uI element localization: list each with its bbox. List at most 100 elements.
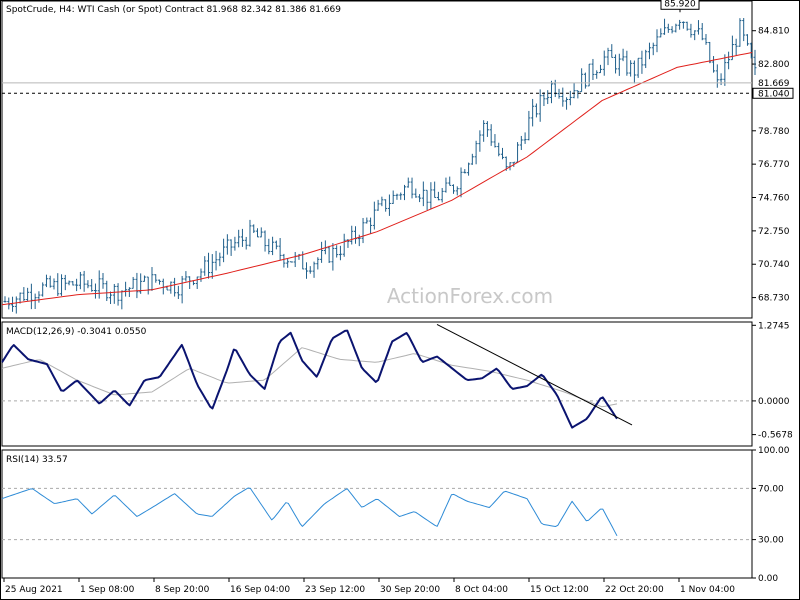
price-bar: [516, 142, 520, 163]
price-bar: [184, 271, 188, 282]
price-bar: [670, 26, 674, 34]
price-bar: [203, 256, 207, 276]
price-bar: [674, 23, 678, 33]
price-bar: [738, 18, 742, 47]
x-axis-tick: 25 Aug 2021: [5, 585, 63, 595]
rsi-header: RSI(14) 33.57: [6, 455, 68, 465]
price-bar: [651, 42, 655, 56]
price-bar: [195, 276, 199, 289]
price-header: SpotCrude, H4: WTI Cash (or Spot) Contra…: [6, 5, 341, 15]
price-bar: [614, 54, 618, 74]
price-bar: [78, 271, 82, 290]
price-bar: [376, 199, 380, 211]
price-bar: [395, 193, 399, 200]
price-bar: [632, 60, 636, 84]
price-bar: [48, 275, 52, 288]
price-bar: [154, 274, 158, 283]
panel-frame-3: [1, 449, 753, 579]
price-bar: [222, 238, 226, 263]
price-bar: [712, 56, 716, 73]
price-bar: [414, 188, 418, 198]
price-bar: [308, 266, 312, 274]
price-bar: [753, 49, 757, 76]
price-bar: [418, 194, 422, 203]
price-bar: [448, 176, 452, 186]
price-bar: [214, 250, 218, 271]
price-bar: [546, 90, 550, 105]
macd-line: [1, 329, 618, 429]
price-bar: [71, 280, 75, 286]
price-bar: [410, 177, 414, 199]
price-bar: [244, 236, 248, 250]
price-bar: [482, 120, 486, 142]
price-bar: [109, 291, 113, 305]
price-bar: [29, 283, 33, 310]
price-bar: [101, 273, 105, 289]
price-bar: [625, 50, 629, 76]
price-bar: [124, 281, 128, 297]
rsi-line: [1, 487, 618, 537]
price-bar: [229, 239, 233, 256]
price-bar: [120, 290, 124, 310]
price-bar: [561, 87, 565, 107]
rsi-y-tick: 30.00: [758, 536, 784, 546]
price-bar: [354, 226, 358, 244]
rsi-y-tick: 100.00: [758, 446, 790, 456]
price-bar: [240, 228, 244, 247]
x-axis-tick: 22 Oct 20:00: [605, 585, 664, 595]
price-bar: [644, 49, 648, 69]
price-bar: [142, 275, 146, 282]
price-bar: [708, 41, 712, 64]
watermark: ActionForex.com: [387, 284, 553, 308]
price-bar: [278, 238, 282, 261]
price-bar: [493, 134, 497, 148]
price-bar: [252, 224, 256, 233]
price-bar: [595, 70, 599, 79]
price-bar: [391, 190, 395, 204]
price-bar: [289, 261, 293, 263]
price-bars: [3, 18, 757, 314]
price-bar: [440, 187, 444, 203]
price-y-tick: 68.730: [758, 294, 790, 304]
price-bar: [629, 60, 633, 77]
price-bar: [576, 90, 580, 99]
price-bar: [485, 121, 489, 137]
price-bar: [531, 98, 535, 127]
price-bar: [60, 274, 64, 296]
price-bar: [444, 177, 448, 193]
price-bar: [338, 245, 342, 261]
macd-y-tick: -0.5678: [758, 431, 793, 441]
price-bar: [331, 243, 335, 271]
price-bar: [93, 283, 97, 299]
panel-frame-1: [1, 0, 753, 319]
price-bar: [116, 283, 120, 306]
price-bar: [549, 80, 553, 104]
rsi-y-tick: 70.00: [758, 484, 784, 494]
price-bar: [606, 47, 610, 66]
price-bar: [176, 285, 180, 299]
price-bar: [259, 227, 263, 238]
price-bar: [433, 181, 437, 198]
price-bar: [33, 293, 37, 310]
moving-average-line: [1, 52, 753, 306]
price-bar: [293, 251, 297, 268]
price-bar: [263, 230, 267, 252]
price-y-tick: 82.800: [758, 60, 790, 70]
price-bar: [399, 192, 403, 200]
price-bar: [681, 21, 685, 29]
price-bar: [727, 51, 731, 70]
macd-header: MACD(12,26,9) -0.3041 0.0550: [6, 327, 147, 337]
price-bar: [158, 279, 162, 285]
price-bar: [320, 241, 324, 263]
price-y-tick: 78.780: [758, 127, 790, 137]
price-bar: [305, 262, 309, 279]
price-bar: [380, 196, 384, 207]
price-bar: [519, 135, 523, 151]
price-bar: [135, 272, 139, 299]
price-bar: [591, 58, 595, 81]
price-bar: [14, 296, 18, 314]
x-axis-tick: 1 Nov 04:00: [680, 585, 735, 595]
price-y-tick: 74.760: [758, 194, 790, 204]
price-bar: [580, 68, 584, 93]
x-axis-tick: 23 Sep 12:00: [305, 585, 365, 595]
